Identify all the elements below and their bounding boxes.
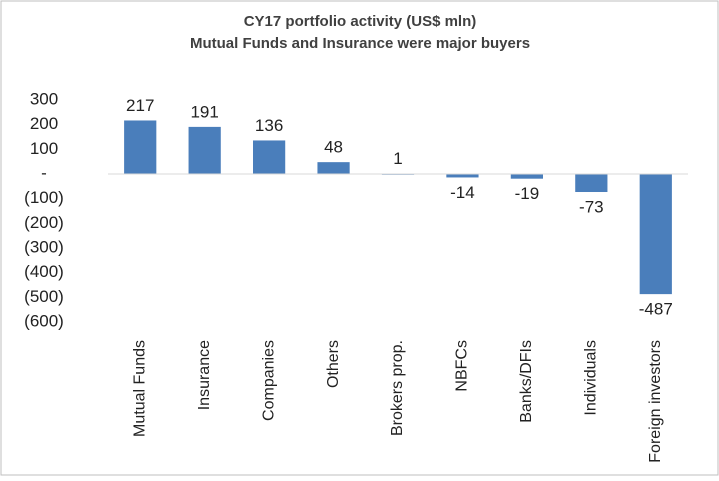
y-tick-label: 200 xyxy=(30,114,58,133)
x-tick-label: Foreign investors xyxy=(647,340,664,463)
y-tick-label: (400) xyxy=(24,262,64,281)
x-tick-label: Companies xyxy=(260,340,277,421)
chart-subtitle: Mutual Funds and Insurance were major bu… xyxy=(190,35,530,52)
data-label: 217 xyxy=(126,96,154,115)
y-tick-label: (600) xyxy=(24,311,64,330)
x-tick-label: Individuals xyxy=(583,340,600,416)
bar xyxy=(446,174,479,178)
x-tick-label: Brokers prop. xyxy=(389,340,406,436)
y-tick-label: - xyxy=(41,163,47,182)
data-label: 136 xyxy=(255,116,283,135)
bar xyxy=(253,140,286,174)
bar xyxy=(188,126,221,174)
data-label: -14 xyxy=(450,183,475,202)
data-label: -19 xyxy=(515,184,540,203)
bar xyxy=(639,174,672,295)
data-label: -487 xyxy=(639,300,673,319)
y-tick-label: (200) xyxy=(24,213,64,232)
y-tick-label: (100) xyxy=(24,188,64,207)
data-label: 48 xyxy=(324,138,343,157)
bar xyxy=(317,162,350,174)
y-tick-label: 100 xyxy=(30,139,58,158)
data-label: 191 xyxy=(190,102,218,121)
x-tick-label: Mutual Funds xyxy=(131,340,148,437)
data-label: -73 xyxy=(579,197,604,216)
x-tick-label: Banks/DFIs xyxy=(518,340,535,423)
chart-title: CY17 portfolio activity (US$ mln) xyxy=(244,13,477,30)
bar xyxy=(124,120,157,174)
x-tick-label: Others xyxy=(325,340,342,388)
x-tick-label: Insurance xyxy=(196,340,213,410)
data-label: 1 xyxy=(393,149,402,168)
y-tick-label: (300) xyxy=(24,237,64,256)
bar xyxy=(510,174,543,179)
x-tick-label: NBFCs xyxy=(454,340,471,392)
y-tick-label: (500) xyxy=(24,287,64,306)
bar xyxy=(575,174,608,193)
y-tick-label: 300 xyxy=(30,89,58,108)
